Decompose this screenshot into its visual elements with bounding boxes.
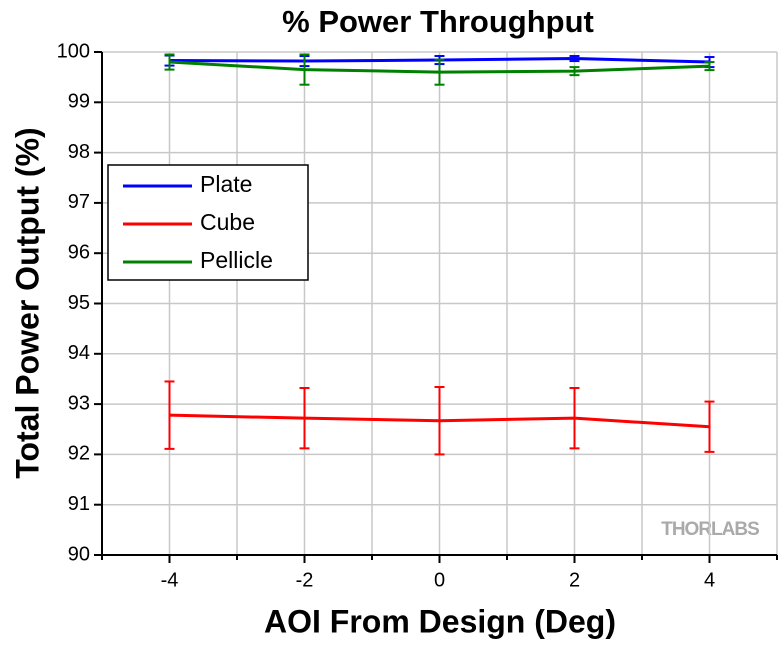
error-bar (164, 53, 175, 71)
y-tick-label: 90 (68, 543, 90, 565)
x-tick-label: -4 (161, 569, 179, 591)
y-tick-label: 92 (68, 443, 90, 465)
x-tick-label: -2 (296, 569, 314, 591)
legend: Plate Cube Pellicle (107, 164, 309, 281)
y-tick-label: 99 (68, 91, 90, 113)
x-axis-label: AOI From Design (Deg) (264, 603, 616, 639)
error-bar (434, 58, 445, 86)
watermark: THORLABS (661, 519, 759, 540)
y-tick-label: 91 (68, 493, 90, 515)
error-bar (704, 61, 715, 72)
y-tick-label: 97 (68, 191, 90, 213)
error-bar (704, 400, 715, 453)
x-tick-label: 0 (434, 569, 445, 591)
x-tick-label: 4 (704, 569, 715, 591)
y-axis-label: Total Power Output (%) (9, 127, 45, 478)
y-tick-label: 95 (68, 292, 90, 314)
error-bar (569, 66, 580, 77)
chart-title: % Power Throughput (282, 4, 594, 39)
error-bar (299, 387, 310, 450)
y-tick-label: 96 (68, 241, 90, 263)
legend-label: Cube (200, 209, 255, 235)
y-tick-label: 98 (68, 141, 90, 163)
legend-label: Pellicle (200, 247, 273, 273)
error-bar (164, 380, 175, 450)
x-tick-label: 2 (569, 569, 580, 591)
error-bar (569, 55, 580, 63)
legend-label: Plate (200, 171, 252, 197)
y-tick-label: 100 (57, 40, 90, 62)
y-tick-label: 94 (68, 342, 90, 364)
error-bar (299, 53, 310, 86)
error-bar (434, 385, 445, 456)
y-tick-label: 93 (68, 392, 90, 414)
error-bar (569, 387, 580, 450)
